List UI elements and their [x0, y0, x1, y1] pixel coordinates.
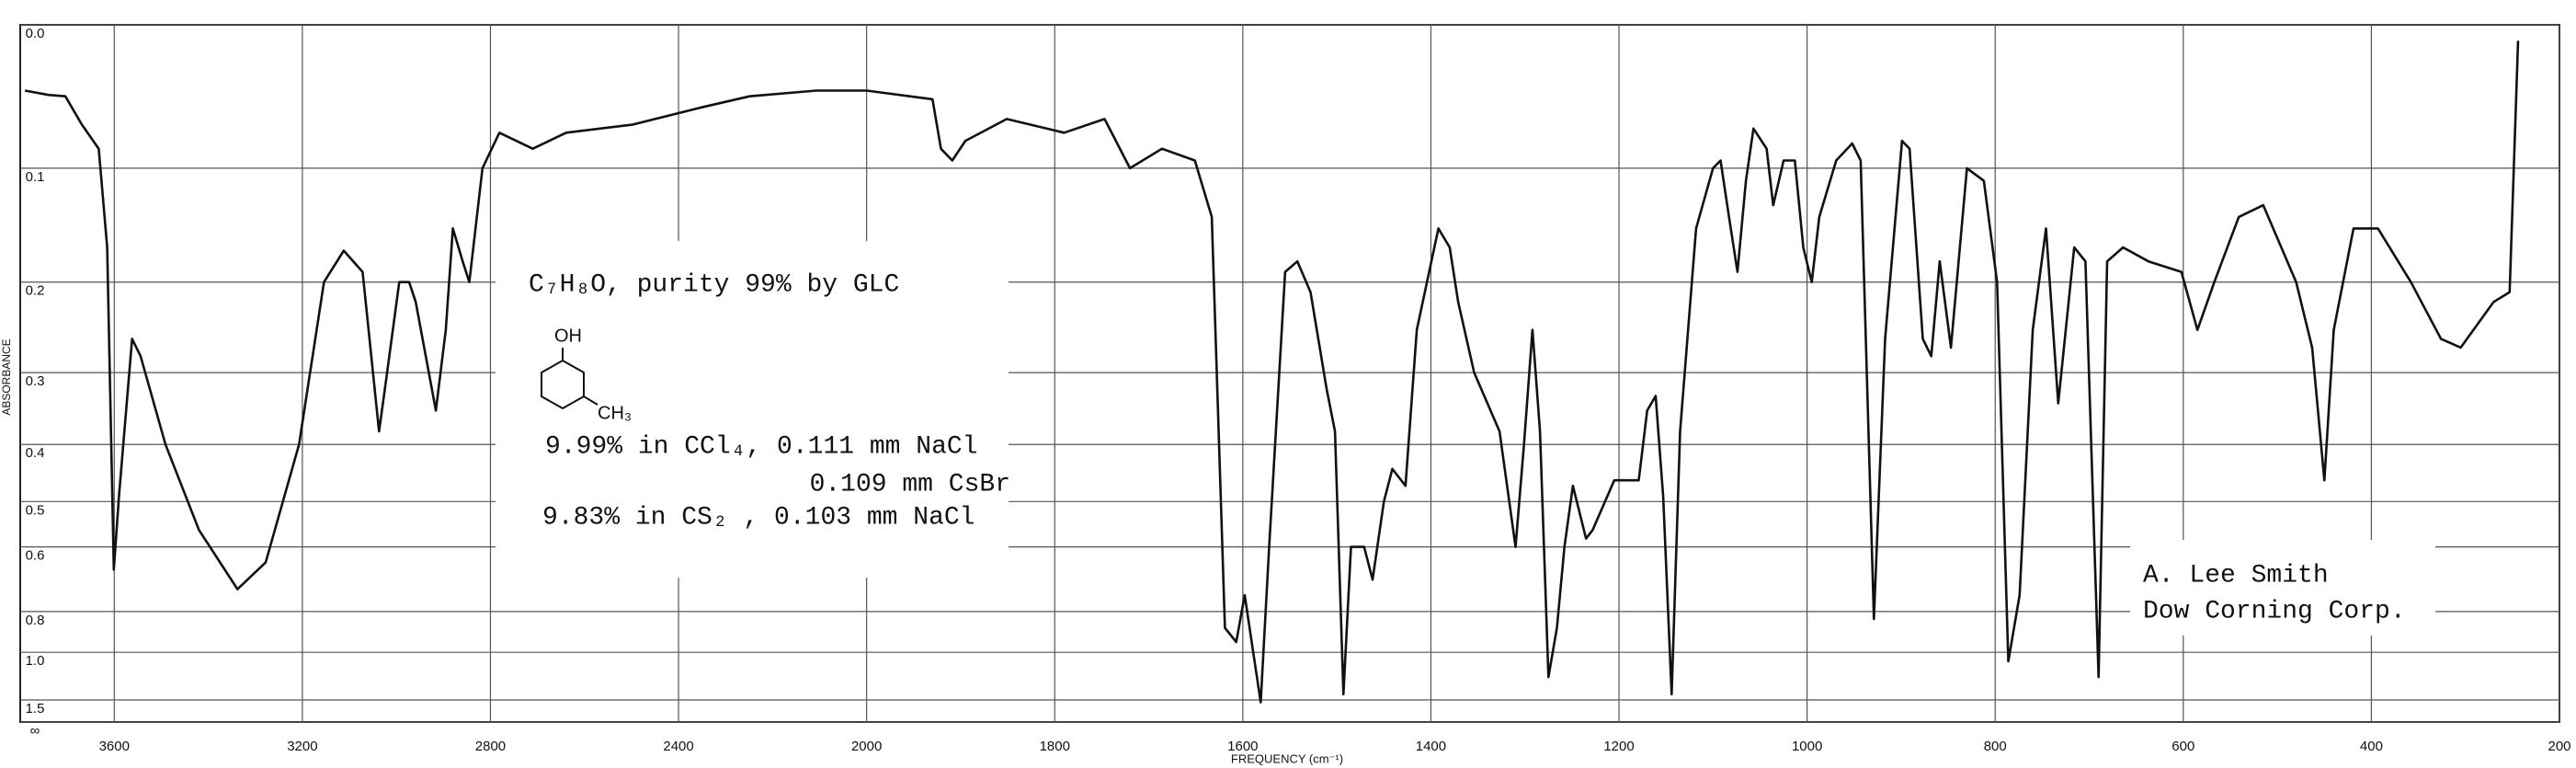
- formula: C₇H₈O, purity 99% by GLC: [529, 270, 899, 299]
- note-line: 9.83% in CS₂ , 0.103 mm NaCl: [542, 503, 975, 532]
- x-tick-label: 2000: [851, 739, 882, 754]
- structure-label: OH: [554, 326, 582, 346]
- x-tick-label: 1600: [1227, 739, 1258, 754]
- x-tick-label: 2400: [663, 739, 693, 754]
- x-tick-label: 2800: [475, 739, 506, 754]
- x-tick-label: 1200: [1603, 739, 1634, 754]
- y-tick-label: 0.0: [26, 26, 45, 41]
- x-tick-label: 3200: [287, 739, 317, 754]
- x-tick-label: 800: [1984, 739, 2007, 754]
- y-tick-label: 1.0: [26, 653, 45, 669]
- credit: Dow Corning Corp.: [2143, 597, 2406, 625]
- bond: [583, 395, 598, 406]
- y-tick-label: 0.8: [26, 613, 45, 628]
- y-axis-label: ABSORBANCE: [0, 338, 13, 415]
- x-tick-label: 1400: [1416, 739, 1446, 754]
- plot: [24, 40, 2520, 704]
- y-tick-label: 0.4: [26, 445, 45, 461]
- y-tick-label: ∞: [30, 723, 40, 739]
- credit: A. Lee Smith: [2143, 561, 2329, 590]
- x-tick-label: 600: [2171, 739, 2194, 754]
- spectrum-line: [24, 40, 2520, 704]
- note-line: 0.109 mm CsBr: [810, 470, 1010, 499]
- y-tick-label: 0.1: [26, 169, 45, 185]
- y-tick-label: 0.2: [26, 283, 45, 299]
- y-tick-label: 1.5: [26, 701, 45, 716]
- credit-box: [2130, 540, 2435, 636]
- x-tick-label: 1000: [1792, 739, 1822, 754]
- note-box: [496, 241, 1009, 578]
- x-tick-label: 3600: [99, 739, 130, 754]
- y-tick-label: 0.3: [26, 373, 45, 389]
- structure-label: CH₃: [598, 403, 632, 423]
- y-tick-label: 0.5: [26, 502, 45, 518]
- x-tick-label: 1800: [1040, 739, 1070, 754]
- benzene-ring: [541, 359, 585, 410]
- note-line: 9.99% in CCl₄, 0.111 mm NaCl: [545, 432, 977, 461]
- y-tick-label: 0.6: [26, 548, 45, 564]
- x-tick-label: 200: [2548, 739, 2570, 754]
- x-axis-label: FREQUENCY (cm⁻¹): [1231, 751, 1343, 765]
- x-tick-label: 400: [2360, 739, 2383, 754]
